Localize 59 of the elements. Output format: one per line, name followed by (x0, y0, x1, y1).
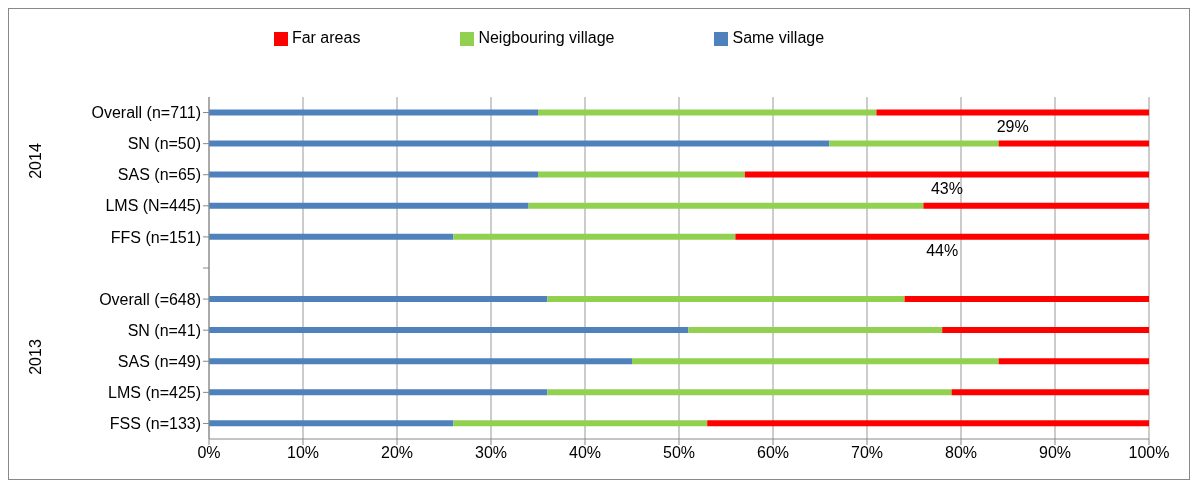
y-tick-label: SN (n=50) (127, 135, 201, 153)
y-tick-label: FFS (n=151) (110, 228, 201, 246)
text: 2014 (27, 142, 45, 181)
x-tick-label: 80% (944, 444, 978, 462)
x-tick-label: 100% (1128, 444, 1170, 462)
bar (942, 327, 1149, 334)
bar (209, 109, 538, 116)
y-tick-label: LMS (N=445) (105, 197, 201, 215)
bar (453, 233, 736, 240)
text: 2013 (27, 338, 45, 377)
bar (453, 420, 708, 427)
bar (209, 327, 689, 334)
bar (998, 140, 1149, 147)
bar (528, 202, 924, 209)
bar (904, 295, 1149, 302)
data-label: 44% (926, 242, 959, 260)
bar (209, 171, 538, 178)
x-tick-label: 0% (197, 444, 221, 462)
bar (998, 358, 1149, 365)
y-tick-label: FSS (n=133) (109, 415, 201, 433)
bar (688, 327, 943, 334)
bar (538, 109, 877, 116)
bar (547, 295, 905, 302)
x-tick-label: 70% (850, 444, 884, 462)
x-tick-label: 60% (756, 444, 790, 462)
x-tick-label: 50% (662, 444, 696, 462)
bar (632, 358, 999, 365)
bar (209, 202, 529, 209)
bar (876, 109, 1149, 116)
data-label: 43% (930, 180, 963, 198)
bar (209, 389, 548, 396)
bar (547, 389, 952, 396)
bar (209, 420, 454, 427)
bar (735, 233, 1149, 240)
x-tick-label: 10% (286, 444, 320, 462)
bar (209, 233, 454, 240)
data-label: 29% (996, 117, 1029, 135)
bar (744, 171, 1149, 178)
bar (707, 420, 1149, 427)
y-tick-label: Overall (n=711) (91, 104, 201, 122)
legend-label: Same village (732, 29, 825, 46)
x-tick-label: 20% (380, 444, 414, 462)
bar (209, 358, 632, 365)
x-tick-label: 30% (474, 444, 508, 462)
x-tick-label: 40% (568, 444, 602, 462)
bar (829, 140, 999, 147)
bar (923, 202, 1149, 209)
bar (951, 389, 1149, 396)
y-tick-label: SAS (n=49) (117, 352, 201, 370)
y-tick-label: LMS (n=425) (108, 384, 201, 402)
legend-label: Far areas (291, 29, 361, 46)
y-tick-label: SN (n=41) (127, 321, 201, 339)
x-tick-label: 90% (1038, 444, 1072, 462)
bar (209, 140, 830, 147)
bar (538, 171, 745, 178)
y-tick-label: SAS (n=65) (117, 166, 201, 184)
y-tick-label: Overall (=648) (99, 290, 201, 308)
bar (209, 295, 548, 302)
legend-label: Neigbouring village (478, 29, 615, 46)
